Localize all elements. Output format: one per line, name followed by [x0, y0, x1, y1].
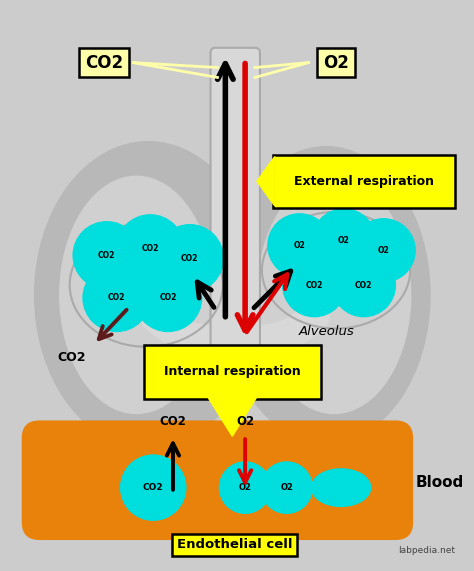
- Circle shape: [120, 455, 186, 520]
- Circle shape: [283, 254, 346, 317]
- Text: O2: O2: [378, 246, 389, 255]
- Circle shape: [117, 215, 184, 282]
- Text: Blood: Blood: [415, 475, 464, 490]
- Text: CO2: CO2: [108, 293, 125, 303]
- Text: Alveolus: Alveolus: [298, 324, 354, 337]
- Text: CO2: CO2: [57, 351, 85, 364]
- Circle shape: [261, 462, 312, 513]
- Text: CO2: CO2: [142, 244, 159, 253]
- Text: CO2: CO2: [181, 254, 199, 263]
- FancyBboxPatch shape: [210, 48, 260, 394]
- Circle shape: [83, 264, 150, 331]
- Text: CO2: CO2: [160, 415, 186, 428]
- FancyArrowPatch shape: [155, 316, 223, 340]
- Ellipse shape: [257, 176, 410, 413]
- FancyBboxPatch shape: [144, 345, 321, 399]
- FancyBboxPatch shape: [22, 420, 413, 540]
- Circle shape: [219, 462, 271, 513]
- Text: O2: O2: [323, 54, 349, 71]
- Polygon shape: [257, 156, 275, 206]
- Text: O2: O2: [239, 483, 252, 492]
- Ellipse shape: [35, 142, 262, 448]
- Circle shape: [268, 214, 331, 277]
- Text: labpedia.net: labpedia.net: [398, 546, 455, 555]
- FancyBboxPatch shape: [273, 155, 455, 208]
- Ellipse shape: [222, 147, 430, 443]
- Text: O2: O2: [280, 483, 293, 492]
- Circle shape: [135, 264, 201, 331]
- Text: O2: O2: [293, 241, 305, 250]
- Polygon shape: [208, 397, 257, 436]
- Ellipse shape: [311, 469, 371, 506]
- Text: O2: O2: [236, 415, 254, 428]
- FancyArrowPatch shape: [248, 317, 314, 340]
- Text: Endothelial cell: Endothelial cell: [176, 538, 292, 552]
- Ellipse shape: [60, 176, 213, 413]
- Text: CO2: CO2: [355, 280, 373, 289]
- Circle shape: [156, 225, 223, 292]
- Text: CO2: CO2: [143, 483, 164, 492]
- Text: CO2: CO2: [306, 280, 323, 289]
- Circle shape: [312, 209, 375, 272]
- Circle shape: [73, 222, 140, 289]
- Text: CO2: CO2: [85, 54, 123, 71]
- Text: CO2: CO2: [159, 293, 177, 303]
- Text: O2: O2: [338, 236, 350, 245]
- Text: External respiration: External respiration: [294, 175, 434, 188]
- Text: CO2: CO2: [98, 251, 116, 260]
- Circle shape: [352, 219, 415, 282]
- Circle shape: [332, 254, 395, 317]
- Text: Internal respiration: Internal respiration: [164, 365, 301, 379]
